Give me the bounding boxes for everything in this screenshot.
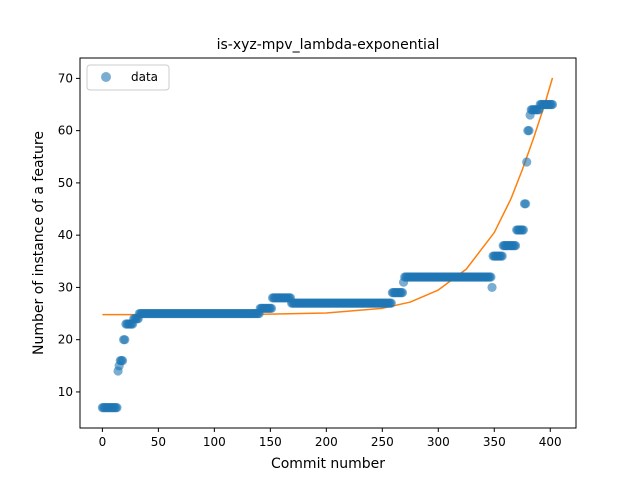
data-point <box>510 241 521 251</box>
data-point <box>522 157 532 167</box>
y-axis-label: Number of instance of a feature <box>31 131 47 355</box>
x-tick-label: 300 <box>427 435 450 449</box>
data-point <box>112 403 122 413</box>
y-tick-label: 10 <box>58 385 73 399</box>
data-point <box>120 335 130 345</box>
data-point <box>547 99 558 110</box>
plot-frame <box>79 57 577 429</box>
x-tick-label: 50 <box>151 435 166 449</box>
x-tick-label: 250 <box>371 435 394 449</box>
legend-box <box>86 64 170 91</box>
legend-label-data: data <box>131 70 158 84</box>
x-tick-label: 400 <box>539 435 562 449</box>
data-point <box>518 225 528 235</box>
y-tick-label: 60 <box>58 124 73 138</box>
x-tick-label: 100 <box>203 435 226 449</box>
data-point <box>524 126 534 136</box>
x-tick-label: 0 <box>99 435 107 449</box>
y-tick-label: 70 <box>58 71 73 85</box>
y-axis-ticks: 10 20 30 40 50 60 70 <box>58 71 80 399</box>
plot-area <box>97 77 558 413</box>
x-tick-label: 150 <box>259 435 282 449</box>
y-tick-label: 30 <box>58 280 73 294</box>
x-axis-label: Commit number <box>271 456 385 472</box>
y-tick-label: 50 <box>58 176 73 190</box>
data-point <box>266 303 277 313</box>
x-tick-label: 350 <box>483 435 506 449</box>
data-points-layer <box>97 99 558 413</box>
data-point <box>117 355 128 366</box>
data-point <box>486 272 496 282</box>
data-point <box>487 282 497 293</box>
x-tick-label: 200 <box>315 435 338 449</box>
y-tick-label: 40 <box>58 228 73 242</box>
data-point <box>397 288 408 298</box>
x-axis-ticks: 0 50 100 150 200 250 300 350 400 <box>99 428 562 449</box>
data-point <box>497 251 507 261</box>
data-point <box>386 298 396 308</box>
legend-marker-data <box>101 72 111 82</box>
chart-title: is-xyz-mpv_lambda-exponential <box>217 37 440 53</box>
y-tick-label: 20 <box>58 333 73 347</box>
legend: data <box>86 64 170 91</box>
data-point <box>521 199 531 209</box>
